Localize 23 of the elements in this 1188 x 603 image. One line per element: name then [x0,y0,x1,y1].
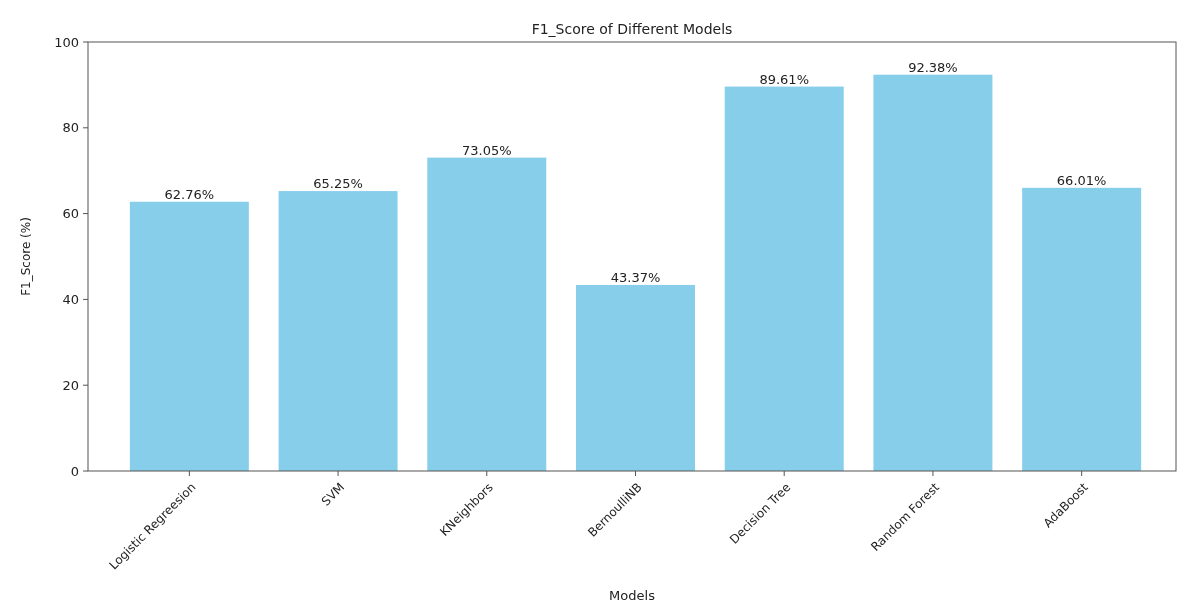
y-tick-label: 40 [62,291,79,307]
data-label: 89.61% [759,71,809,87]
x-axis-title: Models [609,588,656,603]
bar [724,86,844,471]
y-axis-title: F1_Score (%) [19,217,33,296]
bar [873,74,993,471]
bar [1022,187,1142,471]
bar [129,201,249,471]
bar [427,157,547,471]
y-tick-label: 100 [54,34,79,50]
bar [576,284,695,471]
y-tick-label: 60 [62,206,79,222]
y-tick-label: 80 [62,120,79,136]
chart-title: F1_Score of Different Models [531,21,733,37]
data-label: 73.05% [462,142,512,158]
y-tick-label: 20 [62,377,79,393]
data-label: 65.25% [313,176,363,192]
data-label: 62.76% [164,186,215,202]
data-label: 66.01% [1056,172,1107,188]
y-tick-label: 0 [70,463,79,479]
data-label: 43.37% [610,269,661,285]
data-label: 92.38% [908,59,958,75]
bar [278,191,398,471]
